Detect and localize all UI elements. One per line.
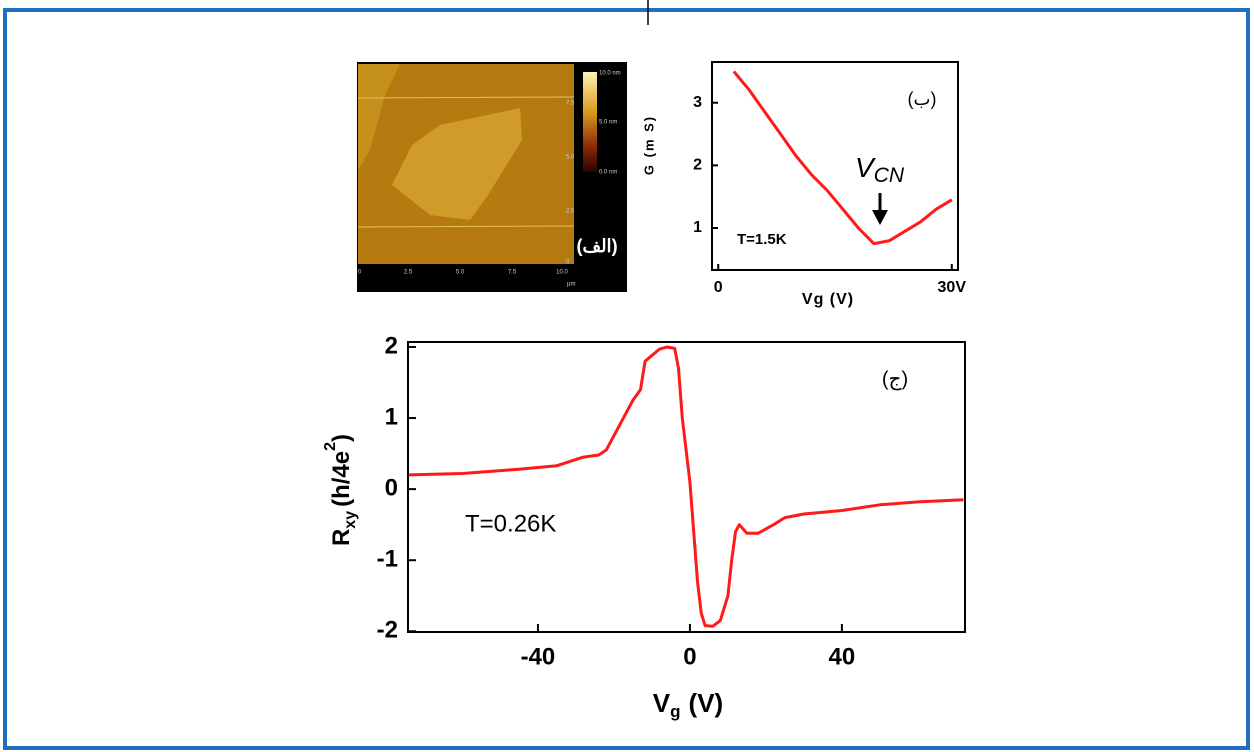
x-tick-label: 30V xyxy=(938,279,967,296)
colorbar-label: 0.0 nm xyxy=(599,170,617,176)
x-label-part: (V) xyxy=(689,688,724,718)
afm-x-label: 10.0 xyxy=(556,270,568,276)
y-label-sup: 2 xyxy=(322,442,339,451)
x-tick-label: 0 xyxy=(683,644,696,671)
y-axis-label: G (m S) xyxy=(641,115,656,175)
x-label-sub: g xyxy=(670,702,680,721)
y-tick-label: 0 xyxy=(385,474,398,501)
colorbar-label: 10.0 nm xyxy=(599,71,621,77)
y-label-part: R xyxy=(328,529,355,546)
x-axis-label: Vg (V) xyxy=(802,291,854,308)
figure: 10.0 nm 5.0 nm 0.0 nm 7.5 5.0 2.5 0 0 2.… xyxy=(0,0,1254,752)
annotation: T=0.26K xyxy=(465,510,556,537)
panel-label: (ب) xyxy=(908,89,937,109)
panel-label: (الف) xyxy=(576,236,617,256)
annotation-sub: CN xyxy=(874,164,905,187)
afm-x-label: 7.5 xyxy=(508,270,517,276)
afm-y-label: 2.5 xyxy=(566,209,575,215)
annotation: T=1.5K xyxy=(737,231,787,248)
y-label-part: (h/4e xyxy=(328,451,355,507)
y-label-sub: xy xyxy=(342,511,359,529)
afm-y-label: 7.5 xyxy=(566,101,575,107)
x-label-part: V xyxy=(653,688,671,718)
panel-label: (ج) xyxy=(882,368,908,390)
y-tick-label: 1 xyxy=(693,219,702,236)
x-tick-label: 40 xyxy=(829,644,856,671)
colorbar xyxy=(583,72,597,172)
afm-y-label: 5.0 xyxy=(566,155,575,161)
y-tick-label: 3 xyxy=(693,94,702,111)
colorbar-label: 5.0 nm xyxy=(599,120,617,126)
y-label-part: ) xyxy=(328,434,355,442)
afm-x-label: 2.5 xyxy=(404,270,413,276)
y-tick-label: 2 xyxy=(385,332,398,359)
x-tick-label: -40 xyxy=(521,644,556,671)
afm-x-unit: µm xyxy=(567,282,575,288)
y-tick-label: -1 xyxy=(377,546,398,573)
y-tick-label: -2 xyxy=(377,617,398,644)
x-axis-label: Vg (V) xyxy=(653,688,723,722)
x-tick-label: 0 xyxy=(714,279,723,296)
afm-x-label: 5.0 xyxy=(456,270,465,276)
y-tick-label: 2 xyxy=(693,157,702,174)
afm-panel: 10.0 nm 5.0 nm 0.0 nm 7.5 5.0 2.5 0 0 2.… xyxy=(357,62,627,292)
y-tick-label: 1 xyxy=(385,403,398,430)
